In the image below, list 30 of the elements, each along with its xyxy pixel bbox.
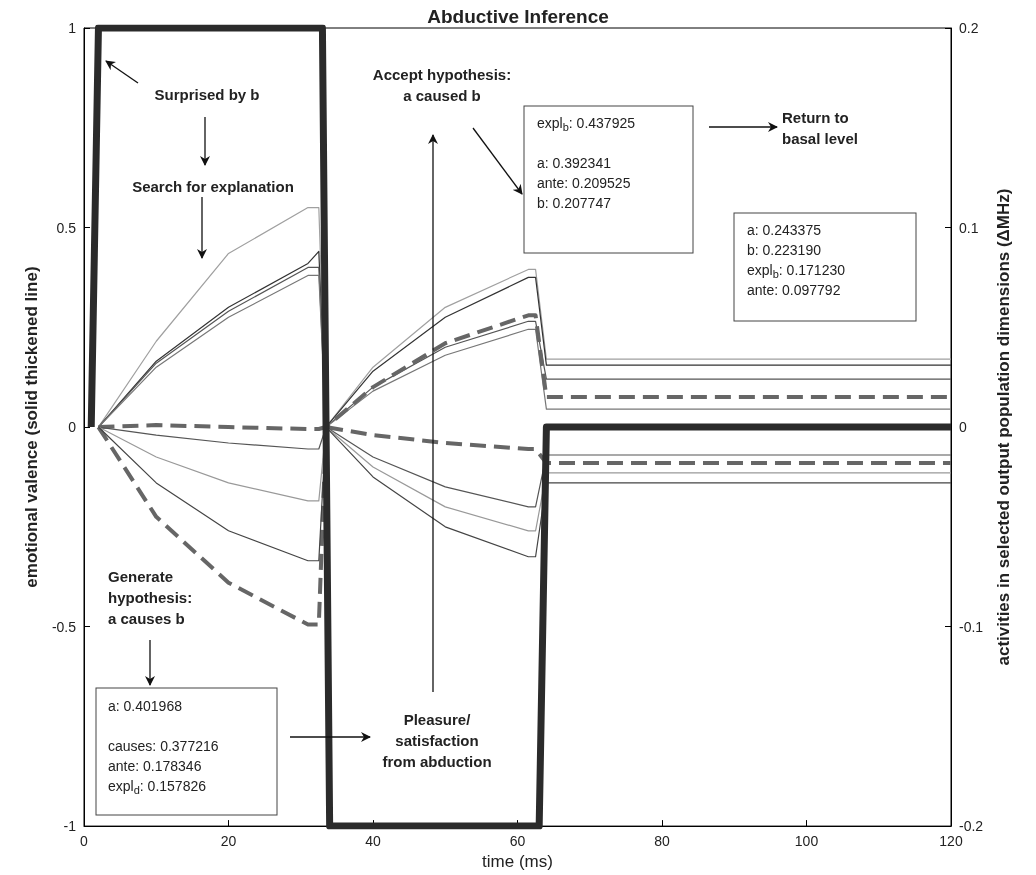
y-tick-label: -0.5 [51, 618, 77, 635]
annotation: Surprised by b [154, 86, 260, 103]
y-tick-label: 0.5 [56, 219, 77, 236]
y-tick-label: 0 [68, 419, 77, 436]
y-tick-label: 1 [68, 20, 77, 36]
x-tick-label: 0 [80, 833, 89, 850]
y2-tick-label: 0.1 [959, 219, 979, 236]
x-tick-label: 100 [794, 833, 819, 850]
y2-tick-label: 0 [959, 419, 967, 436]
text: a: 0.401968 causes: 0.377216 ante: 0.178346 expl$_{d}$: 0.157826 [108, 698, 219, 797]
x-axis-title: time (ms) [482, 852, 553, 871]
annotation: Search for explanation [132, 178, 294, 195]
x-tick-label: 60 [509, 833, 526, 850]
annotation: Accept hypothesis: a caused b [372, 66, 512, 104]
x-tick-label: 40 [365, 833, 381, 850]
x-tick-label: 80 [654, 833, 670, 850]
x-tick-label: 120 [939, 833, 963, 850]
annotation: Generate hypothesis: a causes b [108, 568, 193, 627]
y2-tick-label: 0.2 [959, 20, 979, 36]
y2-tick-label: -0.1 [959, 618, 984, 635]
annotation: a: 0.243375 b: 0.223190 expl$_{b}$: 0.171230 ante: 0.097792 [747, 222, 846, 298]
y2-tick-label: -0.2 [959, 818, 984, 835]
text: expl$_{b}$: 0.437925 a: 0.392341 ante: 0.209525 b: 0.207747 [537, 115, 635, 211]
annotation: Return to basal level [782, 109, 858, 147]
y2-axis-title: activities in selected output population dimensions (ΔMHz) [994, 188, 1013, 666]
y-tick-label: -1 [63, 818, 77, 835]
chart-title: Abductive Inference [427, 6, 609, 27]
x-tick-label: 20 [220, 833, 237, 850]
annotation: Pleasure/ satisfaction from abduction [382, 711, 492, 770]
y-axis-title: emotional valence (solid thickened line) [22, 266, 41, 588]
